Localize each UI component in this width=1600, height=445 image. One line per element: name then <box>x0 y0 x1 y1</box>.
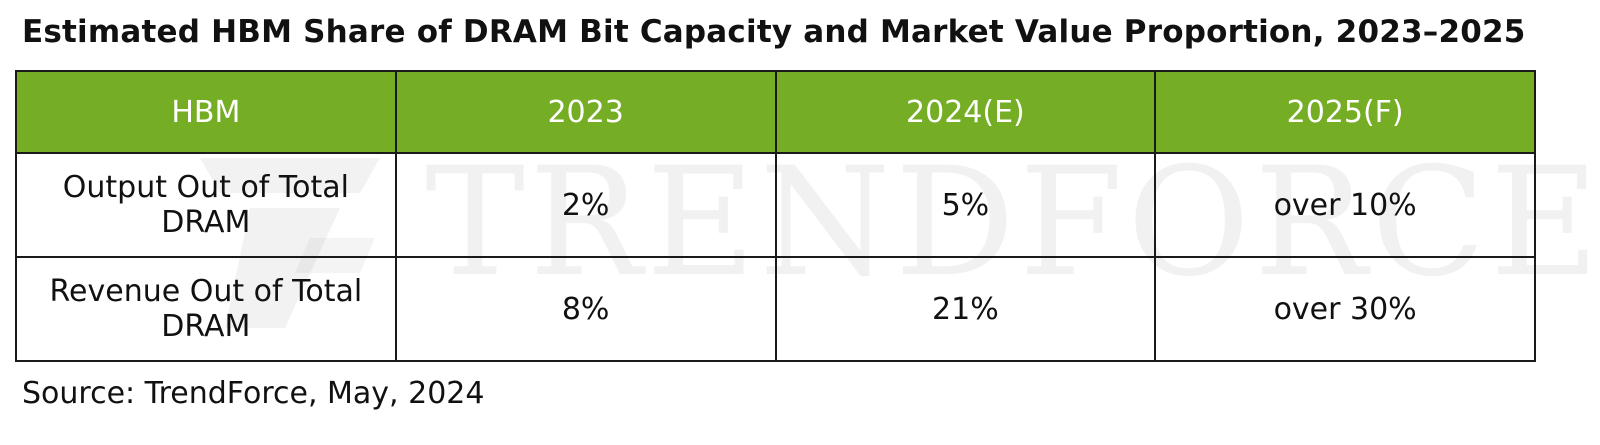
cell-revenue-2025f: over 30% <box>1154 256 1536 362</box>
header-cell-2025f: 2025(F) <box>1154 70 1536 154</box>
data-table-container: HBM 2023 2024(E) 2025(F) Output Out of T… <box>15 70 1536 362</box>
cell-output-2024e: 5% <box>774 152 1157 258</box>
row-label-output: Output Out of Total DRAM <box>15 152 397 258</box>
cell-revenue-2023: 8% <box>394 256 777 362</box>
header-cell-2023: 2023 <box>394 70 777 154</box>
source-note: Source: TrendForce, May, 2024 <box>22 376 485 411</box>
chart-title: Estimated HBM Share of DRAM Bit Capacity… <box>22 14 1526 50</box>
cell-output-2025f: over 10% <box>1154 152 1536 258</box>
cell-revenue-2024e: 21% <box>774 256 1157 362</box>
header-cell-2024e: 2024(E) <box>774 70 1157 154</box>
data-table: HBM 2023 2024(E) 2025(F) Output Out of T… <box>15 70 1536 362</box>
table-header-row: HBM 2023 2024(E) 2025(F) <box>15 70 1536 154</box>
row-label-revenue: Revenue Out of Total DRAM <box>15 256 397 362</box>
table-row: Revenue Out of Total DRAM 8% 21% over 30… <box>15 256 1536 362</box>
cell-output-2023: 2% <box>394 152 777 258</box>
table-row: Output Out of Total DRAM 2% 5% over 10% <box>15 152 1536 258</box>
header-cell-hbm: HBM <box>15 70 397 154</box>
